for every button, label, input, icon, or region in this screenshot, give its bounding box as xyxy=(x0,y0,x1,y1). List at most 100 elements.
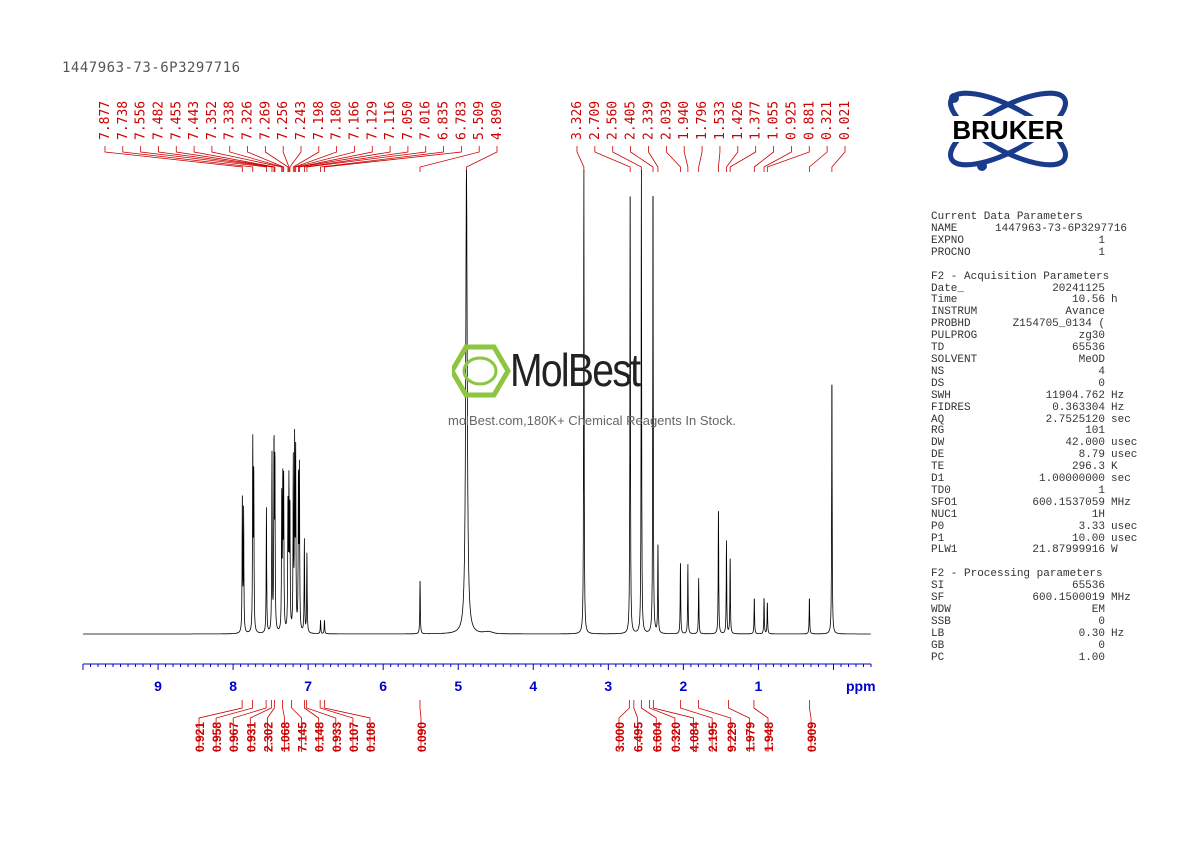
spectrum xyxy=(83,169,871,635)
peak-label-connector xyxy=(289,146,302,172)
peak-label-connector xyxy=(466,146,498,172)
param-unit xyxy=(1105,641,1111,653)
peak-label: 7.050 xyxy=(401,101,416,140)
integral-connector xyxy=(215,700,254,752)
peak-label: 7.198 xyxy=(312,101,327,140)
integral-connector xyxy=(291,700,303,752)
param-row: SFO1 600.1537059 MHz xyxy=(931,497,1141,510)
peak-label-connector xyxy=(766,146,810,172)
param-row: SSB 0 xyxy=(931,616,1141,629)
param-row: AQ 2.7525120 sec xyxy=(931,414,1141,427)
integral-value: 7.145 xyxy=(296,722,310,752)
peak-label: 0.321 xyxy=(820,101,835,140)
integral-value: 0.090 xyxy=(415,722,429,752)
integral-connector xyxy=(633,700,639,752)
peak-label: 7.116 xyxy=(383,101,398,140)
peak-label: 7.443 xyxy=(187,101,202,140)
param-key: GB xyxy=(931,639,945,652)
param-key: SF xyxy=(931,592,945,605)
param-row: DW 42.000 usec xyxy=(931,437,1141,450)
param-row: NUC1 1H xyxy=(931,508,1141,522)
param-value: 1 xyxy=(1098,484,1105,497)
param-row: LB 0.30 Hz xyxy=(931,628,1141,641)
integral-connector xyxy=(679,700,713,752)
param-row: DS 0 xyxy=(931,378,1141,391)
peak-label: 1.426 xyxy=(731,101,746,140)
peak-label-connector xyxy=(718,146,721,172)
param-value: 4 xyxy=(1098,365,1105,378)
param-value: 0 xyxy=(1098,639,1105,652)
axis-tick-label: 8 xyxy=(229,678,237,694)
integral-connector xyxy=(809,700,812,752)
peak-label-connector xyxy=(612,146,642,172)
param-key: INSTRUM xyxy=(931,306,978,319)
param-key: P1 xyxy=(931,532,945,545)
integral-connector xyxy=(652,700,694,752)
integral-connector xyxy=(306,700,337,752)
param-value: 8.79 xyxy=(1078,449,1105,462)
param-row: WDW EM xyxy=(931,604,1141,617)
param-unit xyxy=(1105,224,1111,236)
peak-label-connector xyxy=(140,146,267,172)
peak-label: 7.482 xyxy=(151,101,166,140)
x-axis: 9 8 7 6 5 4 3 2 1 ppm xyxy=(82,663,876,694)
param-key: Time xyxy=(931,294,958,307)
peak-labels: 7.877 7.738 7.556 7.482 7.455 7.443 7.352 7.338… xyxy=(98,101,853,172)
peak-label-connector xyxy=(726,146,739,172)
param-value: 1447963-73-6P3297716 xyxy=(995,222,1128,235)
integral-value: 0.933 xyxy=(330,722,344,752)
param-key: TE xyxy=(931,461,945,474)
param-row: RG 101 xyxy=(931,426,1141,438)
param-row: D1 1.00000000 sec xyxy=(931,473,1141,486)
peak-label: 1.055 xyxy=(767,101,782,140)
param-key: P0 xyxy=(931,520,945,533)
peak-label-connector xyxy=(324,146,462,172)
peak-label-connector xyxy=(264,146,289,172)
integral-connector xyxy=(303,700,320,752)
param-key: RG xyxy=(931,425,945,438)
param-row: TD0 1 xyxy=(931,484,1141,498)
param-unit: Hz xyxy=(1111,389,1125,402)
param-value: 21.87999916 xyxy=(1032,544,1105,557)
peak-label: 0.881 xyxy=(802,101,817,140)
param-row: SF 600.1500019 MHz xyxy=(931,592,1141,605)
peak-label-connector xyxy=(729,146,757,172)
param-section-heading: F2 - Acquisition Parameters xyxy=(931,270,1110,283)
watermark-subtitle: molBest.com,180K+ Chemical Reagents In S… xyxy=(448,413,736,428)
integral-connector xyxy=(640,700,657,752)
param-key: D1 xyxy=(931,473,945,486)
peak-label-connector xyxy=(247,146,285,172)
param-value: 20241125 xyxy=(1052,282,1105,295)
integral-connector xyxy=(419,700,422,752)
peak-label: 2.039 xyxy=(659,101,674,140)
integral-value: 6.604 xyxy=(650,722,664,752)
peak-label-connector xyxy=(282,146,290,172)
param-row: SOLVENT MeOD xyxy=(931,354,1141,367)
peak-label-connector xyxy=(294,146,338,172)
integral-value: 0.148 xyxy=(313,722,327,752)
param-value: 1 xyxy=(1098,246,1105,259)
peak-label-connector xyxy=(630,146,654,172)
molbest-watermark: MolBest molBest.com,180K+ Chemical Reage… xyxy=(448,343,748,433)
param-row: PC 1.00 xyxy=(931,651,1141,665)
axis-tick-label: 5 xyxy=(454,678,462,694)
param-row: Date_ 20241125 xyxy=(931,282,1141,296)
param-value: 1H xyxy=(1091,508,1105,521)
peak-label-connector xyxy=(763,146,792,172)
peak-label: 7.352 xyxy=(205,101,220,140)
param-value: 1.00000000 xyxy=(1038,473,1105,486)
param-value: 1.00 xyxy=(1078,651,1105,664)
axis-tick-label: 1 xyxy=(755,678,763,694)
param-row: NS 4 xyxy=(931,365,1141,379)
spectrum-trace xyxy=(83,169,871,635)
integral-value: 0.107 xyxy=(347,722,361,752)
peak-label-connector xyxy=(306,146,427,172)
peak-label-connector xyxy=(808,146,828,172)
param-unit xyxy=(1105,248,1111,260)
param-row: Time 10.56 h xyxy=(931,295,1141,307)
peak-label: 1.796 xyxy=(695,101,710,140)
param-row: P1 10.00 usec xyxy=(931,532,1141,546)
param-key: NAME xyxy=(931,222,958,235)
param-row: GB 0 xyxy=(931,639,1141,653)
peak-label-connector xyxy=(298,146,373,172)
